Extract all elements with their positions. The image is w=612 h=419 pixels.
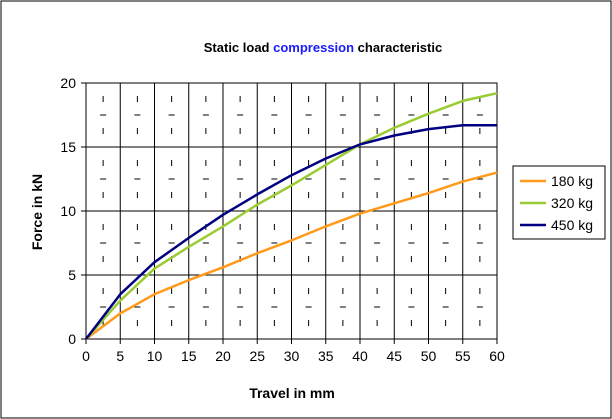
x-tick-label: 10 <box>147 348 163 364</box>
y-tick-label: 15 <box>60 139 76 155</box>
x-tick-label: 40 <box>352 348 368 364</box>
axes <box>85 83 497 340</box>
legend-label: 320 kg <box>551 195 593 211</box>
minor-tick-marks <box>100 96 483 326</box>
x-tick-label: 35 <box>318 348 334 364</box>
x-axis-title: Travel in mm <box>249 385 335 401</box>
x-tick-label: 60 <box>489 348 505 364</box>
grid-lines <box>81 82 498 344</box>
y-axis-title: Force in kN <box>29 174 45 250</box>
chart-title-part: compression <box>273 40 354 55</box>
legend: 180 kg 320 kg 450 kg <box>512 165 606 240</box>
y-tick-label: 5 <box>68 267 76 283</box>
x-tick-label: 50 <box>421 348 437 364</box>
series-line <box>85 171 498 341</box>
series-line <box>85 91 498 340</box>
x-tick-label: 0 <box>82 348 90 364</box>
chart-title-part: Static load <box>204 40 273 55</box>
y-tick-labels: 0 5 10 15 20 <box>60 75 76 347</box>
x-tick-labels: 0 5 10 15 20 25 30 35 40 45 50 55 60 <box>82 348 505 364</box>
series-line <box>85 123 497 340</box>
legend-label: 450 kg <box>551 217 593 233</box>
legend-label: 180 kg <box>551 173 593 189</box>
x-tick-label: 55 <box>455 348 471 364</box>
chart-title: Static load compression characteristic <box>204 40 442 55</box>
x-tick-label: 45 <box>386 348 402 364</box>
chart-title-part: characteristic <box>354 40 442 55</box>
x-tick-label: 20 <box>215 348 231 364</box>
x-tick-label: 5 <box>116 348 124 364</box>
x-tick-label: 30 <box>284 348 300 364</box>
y-tick-label: 0 <box>68 331 76 347</box>
x-tick-label: 25 <box>249 348 265 364</box>
x-tick-label: 15 <box>181 348 197 364</box>
series-lines <box>85 91 498 341</box>
y-tick-label: 20 <box>60 75 76 91</box>
y-tick-label: 10 <box>60 203 76 219</box>
